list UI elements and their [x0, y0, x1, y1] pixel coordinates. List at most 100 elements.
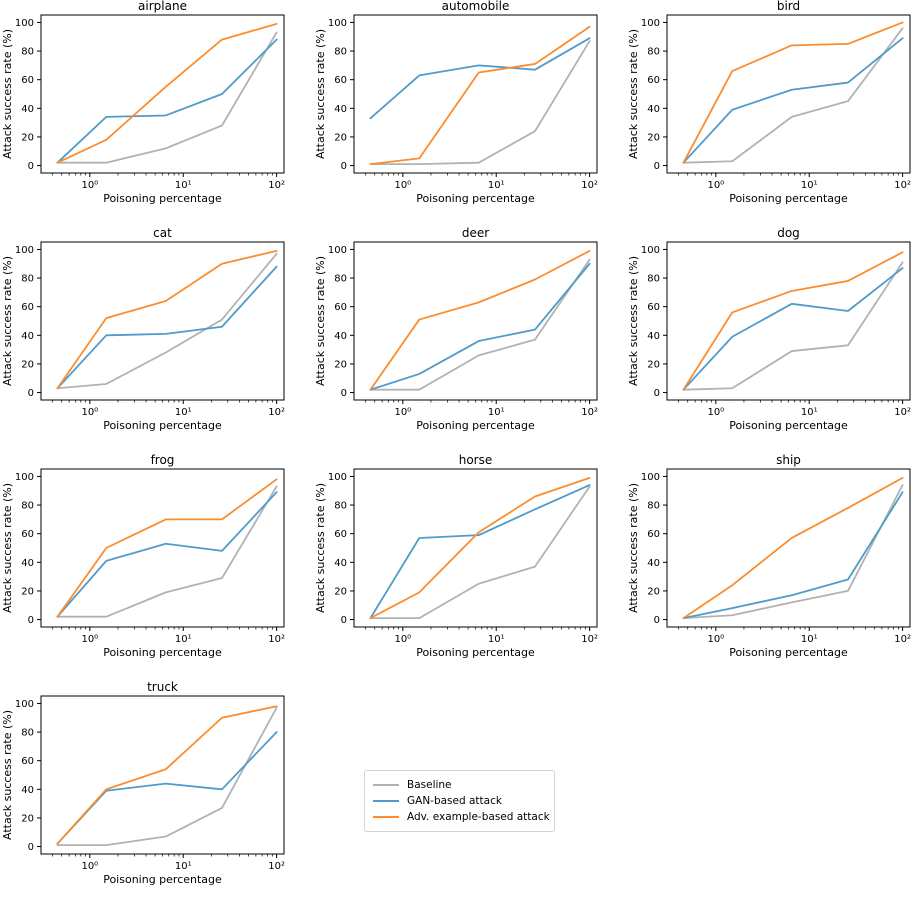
line-adv [56, 249, 278, 390]
y-axis-label: Attack success rate (%) [1, 710, 14, 840]
legend-item-gan: GAN-based attack [373, 793, 545, 809]
subplot-title: deer [462, 227, 489, 240]
y-tick-label: 80 [21, 728, 34, 739]
y-tick-label: 80 [334, 274, 347, 285]
line-gan [682, 37, 904, 164]
subplot-cat: 0 20 40 60 80 100 10⁰ 10¹ 10² cat Poisoning percen… [1, 227, 285, 432]
line-baseline [56, 252, 278, 390]
line-baseline [369, 258, 591, 391]
y-tick-label: 40 [334, 104, 347, 115]
y-tick-label: 40 [21, 331, 34, 342]
legend-label-baseline: Baseline [407, 779, 452, 791]
x-tick-label: 10² [581, 634, 598, 645]
y-tick-label: 80 [647, 501, 660, 512]
y-tick-label: 60 [21, 302, 34, 313]
y-tick-label: 60 [647, 529, 660, 540]
y-tick-label: 80 [21, 274, 34, 285]
line-adv [369, 476, 591, 620]
line-baseline [369, 40, 591, 166]
y-axis-label: Attack success rate (%) [627, 256, 640, 386]
y-tick-label: 20 [21, 132, 34, 143]
y-axis-label: Attack success rate (%) [314, 256, 327, 386]
legend-item-baseline: Baseline [373, 777, 545, 793]
y-tick-label: 20 [647, 132, 660, 143]
x-axis-label: Poisoning percentage [729, 646, 848, 659]
subplot-title: cat [153, 227, 172, 240]
y-tick-label: 60 [647, 302, 660, 313]
y-tick-label: 0 [28, 161, 34, 172]
legend: Baseline GAN-based attack Adv. example-b… [364, 770, 555, 832]
line-adv [56, 478, 278, 618]
y-tick-label: 100 [641, 472, 660, 483]
subplot-dog: 0 20 40 60 80 100 10⁰ 10¹ 10² dog Poisoning percen… [627, 227, 911, 432]
line-gan [369, 484, 591, 620]
subplot-title: airplane [138, 0, 187, 13]
x-tick-label: 10² [268, 861, 285, 872]
line-adv [369, 25, 591, 166]
y-tick-label: 20 [21, 359, 34, 370]
line-baseline [369, 485, 591, 620]
y-tick-label: 20 [334, 586, 347, 597]
y-tick-label: 60 [21, 756, 34, 767]
x-tick-label: 10⁰ [394, 180, 411, 191]
x-axis-label: Poisoning percentage [103, 873, 222, 886]
x-axis-label: Poisoning percentage [103, 419, 222, 432]
x-tick-label: 10⁰ [394, 407, 411, 418]
x-tick-label: 10¹ [488, 407, 505, 418]
line-adv [56, 705, 278, 845]
y-tick-label: 0 [654, 388, 660, 399]
y-tick-label: 20 [647, 359, 660, 370]
y-tick-label: 60 [21, 75, 34, 86]
subplot-title: dog [777, 227, 800, 240]
x-tick-label: 10² [581, 180, 598, 191]
y-tick-label: 40 [21, 104, 34, 115]
x-tick-label: 10² [894, 407, 911, 418]
legend-label-adv: Adv. example-based attack [407, 811, 550, 823]
x-tick-label: 10¹ [175, 634, 192, 645]
x-tick-label: 10¹ [175, 180, 192, 191]
x-tick-label: 10⁰ [81, 407, 98, 418]
line-baseline [682, 261, 904, 391]
line-gan [56, 265, 278, 390]
line-adv [682, 251, 904, 391]
x-tick-label: 10¹ [488, 180, 505, 191]
x-tick-label: 10¹ [801, 180, 818, 191]
line-adv [56, 22, 278, 164]
y-tick-label: 40 [334, 331, 347, 342]
y-tick-label: 40 [21, 785, 34, 796]
y-tick-label: 20 [647, 586, 660, 597]
line-baseline [56, 485, 278, 618]
y-tick-label: 0 [341, 161, 347, 172]
x-tick-label: 10⁰ [81, 634, 98, 645]
line-baseline [56, 706, 278, 847]
y-axis-label: Attack success rate (%) [627, 483, 640, 613]
line-adv [682, 21, 904, 164]
x-tick-label: 10² [268, 180, 285, 191]
x-tick-label: 10² [268, 634, 285, 645]
y-tick-label: 80 [647, 274, 660, 285]
y-tick-label: 60 [647, 75, 660, 86]
y-tick-label: 80 [334, 47, 347, 58]
line-baseline [682, 27, 904, 164]
adv-line-swatch [373, 816, 399, 818]
axes-frame [666, 241, 911, 401]
y-tick-label: 40 [21, 558, 34, 569]
line-adv [369, 249, 591, 391]
x-axis-label: Poisoning percentage [103, 192, 222, 205]
line-gan [56, 491, 278, 618]
line-gan [682, 267, 904, 391]
x-axis-label: Poisoning percentage [729, 419, 848, 432]
x-tick-label: 10⁰ [707, 634, 724, 645]
x-axis-label: Poisoning percentage [729, 192, 848, 205]
legend-label-gan: GAN-based attack [407, 795, 502, 807]
y-tick-label: 0 [654, 615, 660, 626]
x-tick-label: 10¹ [801, 407, 818, 418]
baseline-line-swatch [373, 784, 399, 786]
y-tick-label: 0 [28, 615, 34, 626]
y-axis-label: Attack success rate (%) [1, 483, 14, 613]
x-tick-label: 10² [268, 407, 285, 418]
y-tick-label: 100 [328, 245, 347, 256]
y-tick-label: 20 [334, 359, 347, 370]
y-tick-label: 80 [334, 501, 347, 512]
